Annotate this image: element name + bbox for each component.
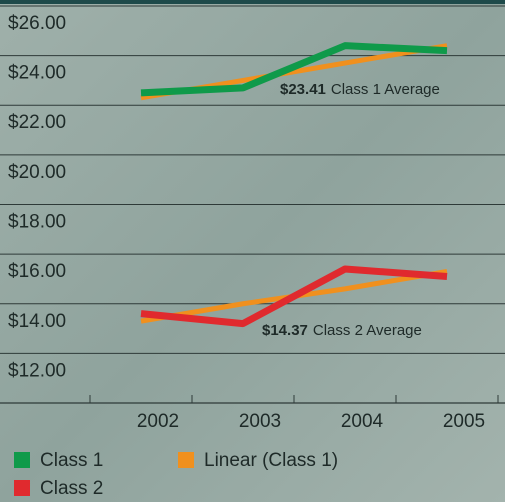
annotation-value: $14.37 (262, 322, 308, 339)
x-tick-label: 2003 (239, 411, 281, 432)
annotation-text: Class 1 Average (331, 81, 440, 98)
y-tick-label: $22.00 (8, 112, 66, 133)
x-tick-label: 2002 (137, 411, 179, 432)
y-tick-label: $12.00 (8, 360, 66, 381)
y-tick-label: $16.00 (8, 261, 66, 282)
top-strip (0, 0, 505, 4)
y-tick-label: $26.00 (8, 13, 66, 34)
legend-swatch (14, 480, 30, 496)
y-tick-label: $20.00 (8, 162, 66, 183)
legend-swatch (14, 452, 30, 468)
annotation-value: $23.41 (280, 81, 326, 98)
annotation: $23.41 Class 1 Average (280, 81, 440, 98)
x-tick-label: 2005 (443, 411, 485, 432)
legend-label: Class 1 (40, 450, 103, 471)
legend-label: Class 2 (40, 478, 103, 499)
y-tick-label: $18.00 (8, 212, 66, 233)
chart: $12.00 $14.00 $16.00 $18.00 $20.00 $22.00 $24.… (0, 0, 505, 502)
annotation: $14.37 Class 2 Average (262, 322, 422, 339)
y-tick-label: $24.00 (8, 63, 66, 84)
legend-swatch (178, 452, 194, 468)
y-tick-label: $14.00 (8, 311, 66, 332)
x-tick-label: 2004 (341, 411, 384, 432)
legend-label: Linear (Class 1) (204, 450, 338, 471)
annotation-text: Class 2 Average (313, 322, 422, 339)
